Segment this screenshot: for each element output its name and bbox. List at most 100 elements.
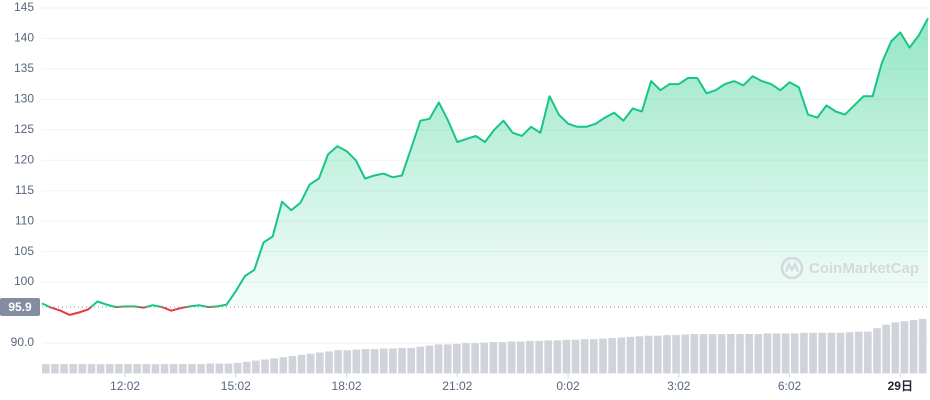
volume-bar <box>608 338 616 374</box>
y-tick-label: 105 <box>14 244 34 258</box>
volume-bar <box>644 335 653 374</box>
volume-bar <box>663 335 671 374</box>
volume-bar <box>507 341 516 374</box>
volume-bar <box>133 364 141 374</box>
volume-bar <box>672 335 680 374</box>
y-tick-label: 90.0 <box>11 335 35 349</box>
volume-bar <box>498 342 507 374</box>
volume-bar <box>379 348 388 374</box>
volume-bar <box>389 348 397 374</box>
volume-bar <box>188 364 196 374</box>
volume-bar <box>206 363 215 374</box>
x-tick-label: 3:02 <box>667 379 691 393</box>
volume-bar <box>306 353 315 374</box>
volume-bar <box>772 333 781 374</box>
volume-bar <box>261 359 269 374</box>
volume-bar <box>197 364 205 374</box>
volume-bar <box>78 364 87 374</box>
volume-bar <box>790 333 799 374</box>
volume-bar <box>864 331 872 374</box>
volume-bar <box>233 362 242 374</box>
volume-bar <box>179 364 187 374</box>
x-tick-label: 0:02 <box>556 379 580 393</box>
volume-bar <box>736 333 744 374</box>
volume-bar <box>480 342 489 374</box>
volume-bar <box>325 351 333 374</box>
volume-bar <box>242 361 251 374</box>
watermark-text: CoinMarketCap <box>809 260 919 277</box>
volume-bar <box>151 364 160 374</box>
volume-bar <box>635 336 644 374</box>
volume-bar <box>699 333 708 374</box>
volume-bar <box>909 320 918 374</box>
volume-bar <box>471 343 479 374</box>
volume-bar <box>580 339 589 374</box>
x-tick-label: 15:02 <box>221 379 251 393</box>
volume-bar <box>526 340 534 374</box>
volume-bar <box>516 341 525 374</box>
volume-bar <box>708 333 717 374</box>
volume-bar <box>653 335 662 374</box>
volume-bar <box>60 364 68 374</box>
volume-bar <box>918 318 927 374</box>
volume-bar <box>590 339 598 374</box>
volume-bar <box>535 340 543 374</box>
volume-bar <box>882 324 890 374</box>
volume-bar <box>827 332 836 374</box>
volume-bar <box>462 343 470 374</box>
volume-bar <box>626 336 635 374</box>
volume-bar <box>800 332 808 374</box>
volume-bar <box>51 364 59 374</box>
volume-bar <box>873 328 881 374</box>
volume-bar <box>453 343 461 374</box>
y-tick-label: 140 <box>14 31 34 45</box>
x-tick-label: 6:02 <box>778 379 802 393</box>
volume-bar <box>279 357 288 374</box>
volume-bar <box>553 340 562 374</box>
volume-bar <box>717 333 726 374</box>
volume-bar <box>690 333 699 374</box>
watermark: CoinMarketCap <box>780 256 919 280</box>
volume-bar <box>224 363 233 374</box>
volume-bar <box>489 342 498 374</box>
area-fill <box>42 18 928 308</box>
volume-bar <box>270 358 278 374</box>
volume-bar <box>809 332 817 374</box>
volume-bar <box>854 331 863 374</box>
volume-bar <box>87 364 96 374</box>
volume-bar <box>160 364 169 374</box>
volume-bar <box>425 345 434 374</box>
volume-bar <box>361 349 370 374</box>
volume-bar <box>215 363 224 374</box>
volume-bar <box>681 334 690 374</box>
volume-bar <box>370 349 379 374</box>
volume-bar <box>416 346 425 374</box>
volume-bar <box>297 354 306 374</box>
reference-label-box <box>0 298 40 317</box>
volume-bar <box>727 333 735 374</box>
volume-bar <box>142 364 151 374</box>
x-tick-label: 29日 <box>888 379 913 393</box>
y-tick-label: 100 <box>14 274 34 288</box>
volume-bar <box>443 344 452 374</box>
volume-bar <box>891 322 900 374</box>
y-tick-label: 135 <box>14 61 34 75</box>
y-tick-label: 110 <box>15 213 34 227</box>
y-tick-label: 120 <box>14 152 34 166</box>
price-line <box>41 17 929 308</box>
volume-bar <box>745 333 753 374</box>
x-tick-label: 12:02 <box>110 379 140 393</box>
volume-bar <box>352 349 361 374</box>
y-tick-label: 130 <box>14 92 34 106</box>
volume-bar <box>617 337 626 374</box>
volume-bar <box>571 339 580 374</box>
volume-bar <box>42 364 50 374</box>
volume-bar <box>599 338 607 374</box>
volume-bar <box>836 332 845 374</box>
volume-bar <box>544 340 553 374</box>
volume-bar <box>96 364 105 374</box>
volume-bar <box>124 364 132 374</box>
volume-bar <box>343 350 352 374</box>
x-tick-label: 21:02 <box>442 379 472 393</box>
